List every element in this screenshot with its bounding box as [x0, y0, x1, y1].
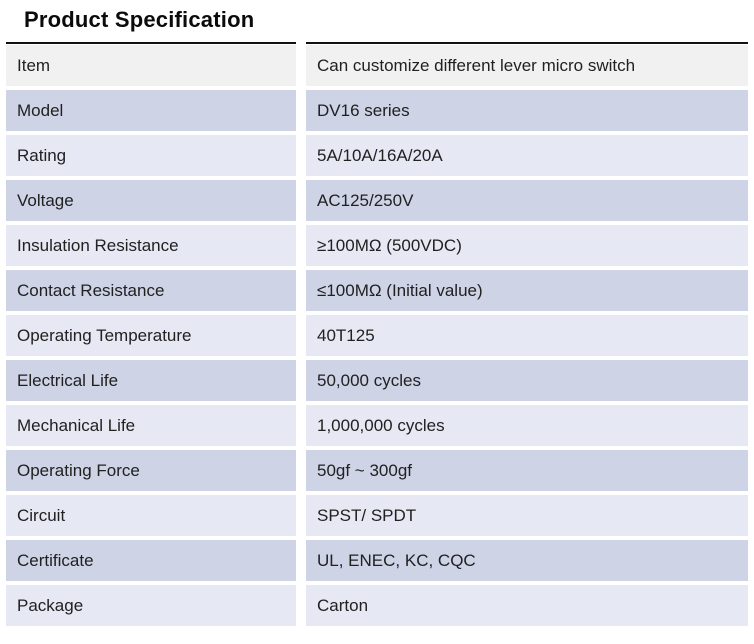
spec-table: Item Can customize different lever micro …: [6, 42, 748, 626]
spec-label: Operating Force: [6, 450, 296, 491]
spec-value: 40T125: [306, 315, 748, 356]
table-row: Contact Resistance ≤100MΩ (Initial value): [6, 270, 748, 311]
rule-segment-left: [6, 42, 296, 44]
spec-label: Circuit: [6, 495, 296, 536]
table-row: Rating 5A/10A/16A/20A: [6, 135, 748, 176]
spec-label: Mechanical Life: [6, 405, 296, 446]
spec-label: Voltage: [6, 180, 296, 221]
table-row: Mechanical Life 1,000,000 cycles: [6, 405, 748, 446]
spec-label: Contact Resistance: [6, 270, 296, 311]
spec-label: Rating: [6, 135, 296, 176]
table-row: Operating Temperature 40T125: [6, 315, 748, 356]
spec-value: Carton: [306, 585, 748, 626]
spec-value: ≤100MΩ (Initial value): [306, 270, 748, 311]
page-title: Product Specification: [24, 7, 255, 32]
spec-label: Item: [6, 45, 296, 86]
spec-label: Insulation Resistance: [6, 225, 296, 266]
table-row: Circuit SPST/ SPDT: [6, 495, 748, 536]
spec-value: 50,000 cycles: [306, 360, 748, 401]
spec-value: DV16 series: [306, 90, 748, 131]
table-row: Insulation Resistance ≥100MΩ (500VDC): [6, 225, 748, 266]
spec-value: ≥100MΩ (500VDC): [306, 225, 748, 266]
spec-label: Model: [6, 90, 296, 131]
spec-value: Can customize different lever micro swit…: [306, 45, 748, 86]
spec-value: 1,000,000 cycles: [306, 405, 748, 446]
spec-value: UL, ENEC, KC, CQC: [306, 540, 748, 581]
spec-label: Certificate: [6, 540, 296, 581]
rule-segment-right: [306, 42, 748, 44]
spec-value: 50gf ~ 300gf: [306, 450, 748, 491]
table-top-rule: [6, 42, 748, 44]
spec-label: Operating Temperature: [6, 315, 296, 356]
table-row: Operating Force 50gf ~ 300gf: [6, 450, 748, 491]
table-row: Electrical Life 50,000 cycles: [6, 360, 748, 401]
table-row: Model DV16 series: [6, 90, 748, 131]
spec-value: SPST/ SPDT: [306, 495, 748, 536]
spec-label: Package: [6, 585, 296, 626]
table-row: Package Carton: [6, 585, 748, 626]
table-row: Certificate UL, ENEC, KC, CQC: [6, 540, 748, 581]
spec-value: 5A/10A/16A/20A: [306, 135, 748, 176]
spec-label: Electrical Life: [6, 360, 296, 401]
table-row: Item Can customize different lever micro …: [6, 45, 748, 86]
page: Product Specification Item Can customize …: [0, 6, 754, 644]
table-row: Voltage AC125/250V: [6, 180, 748, 221]
spec-value: AC125/250V: [306, 180, 748, 221]
